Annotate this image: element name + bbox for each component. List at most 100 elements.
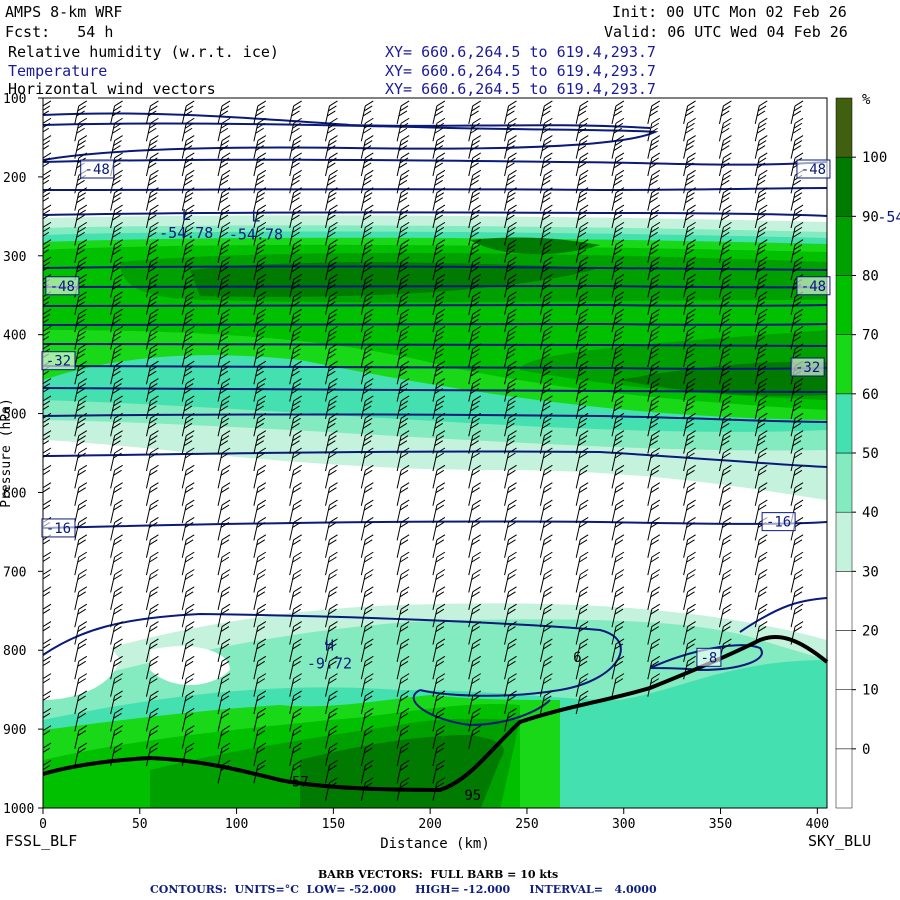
wind-barb-staff: [110, 661, 116, 680]
wind-barb-flag: [723, 395, 732, 402]
wind-barb-staff: [754, 626, 760, 645]
wind-barb-flag: [793, 539, 803, 546]
wind-barb-flag: [399, 452, 409, 459]
wind-barb-flag: [78, 326, 88, 332]
wind-barb-staff: [683, 157, 689, 177]
wind-barb-staff: [43, 314, 44, 317]
wind-barb-flag: [649, 422, 658, 429]
wind-barb-flag: [543, 626, 552, 632]
field-name-rh: Relative humidity (w.r.t. ice): [8, 43, 279, 61]
wind-barb-staff: [145, 383, 151, 402]
wind-barb-flag: [686, 504, 695, 511]
wind-barb-flag: [685, 197, 694, 204]
wind-barb-staff: [611, 209, 617, 229]
wind-barb-flag: [113, 678, 122, 685]
wind-barb-flag: [363, 643, 373, 650]
wind-barb-flag: [758, 169, 768, 176]
wind-barb-flag: [615, 274, 625, 280]
wind-barb-flag: [507, 626, 516, 632]
wind-barb-staff: [754, 452, 760, 472]
wind-barb-staff: [611, 279, 617, 298]
wind-barb-flag: [793, 105, 803, 112]
wind-barb-flag: [686, 383, 695, 390]
wind-barb-flag: [471, 279, 480, 285]
wind-barb-flag: [792, 301, 802, 308]
wind-barb-flag: [112, 336, 121, 342]
wind-barb-flag: [327, 370, 336, 377]
wind-barb-flag: [578, 383, 588, 390]
wind-barb-flag: [293, 256, 302, 263]
wind-barb-flag: [257, 447, 267, 454]
wind-barb-staff: [145, 487, 151, 506]
wind-barb-flag: [544, 256, 553, 263]
wind-barb-flag: [686, 608, 695, 615]
wind-barb-flag: [114, 655, 123, 662]
wind-barb-staff: [145, 435, 151, 454]
wind-barb-flag: [578, 348, 588, 355]
wind-barb-flag: [221, 169, 231, 176]
wind-barb-flag: [613, 162, 623, 169]
wind-barb-flag: [794, 135, 804, 142]
wind-barb-staff: [468, 522, 474, 541]
wind-barb-flag: [578, 122, 588, 129]
wind-barb-flag: [365, 569, 374, 575]
wind-barb-flag: [757, 140, 767, 147]
wind-barb-flag: [578, 660, 588, 667]
wind-barb-flag: [758, 412, 768, 419]
wind-barb-staff: [360, 747, 366, 767]
wind-barb-flag: [722, 487, 731, 494]
wind-barb-staff: [325, 678, 330, 697]
wind-barb-flag: [219, 336, 229, 342]
wind-barb-flag: [435, 296, 445, 303]
wind-barb-flag: [687, 638, 696, 645]
extremum-value: -9.72: [307, 655, 352, 673]
wind-barb-staff: [289, 661, 295, 680]
wind-barb-staff: [253, 175, 259, 194]
wind-barb-staff: [325, 366, 330, 385]
wind-barb-flag: [257, 430, 267, 437]
wind-barb-flag: [508, 482, 517, 489]
wind-barb-flag: [292, 556, 301, 563]
wind-barb-flag: [220, 105, 230, 112]
wind-barb-flag: [435, 157, 445, 164]
wind-barb-flag: [685, 440, 694, 447]
wind-barb-flag: [650, 591, 659, 598]
wind-barb-flag: [472, 395, 482, 402]
wind-barb-staff: [360, 175, 366, 194]
wind-barb-flag: [506, 440, 515, 447]
wind-barb-flag: [615, 395, 625, 402]
wind-barb-staff: [145, 678, 151, 697]
wind-barb-flag: [257, 603, 267, 610]
wind-barb-staff: [468, 626, 474, 645]
wind-barb-flag: [650, 400, 659, 407]
wind-barb-staff: [504, 331, 510, 350]
wind-barb-flag: [150, 169, 159, 176]
wind-barb-flag: [757, 365, 767, 372]
wind-barb-flag: [112, 110, 121, 117]
wind-barb-staff: [683, 314, 689, 333]
wind-barb-flag: [147, 370, 157, 377]
wind-barb-flag: [649, 249, 658, 256]
wind-barb-flag: [149, 643, 158, 650]
wind-barb-flag: [615, 569, 625, 575]
wind-barb-flag: [686, 279, 695, 285]
wind-barb-flag: [399, 435, 409, 442]
wind-barb-flag: [720, 231, 730, 238]
wind-barb-staff: [145, 713, 151, 732]
wind-barb-staff: [432, 123, 438, 142]
wind-barb-flag: [756, 197, 766, 204]
wind-barb-staff: [253, 609, 259, 628]
wind-barb-flag: [435, 608, 445, 615]
wind-barb-staff: [575, 105, 581, 124]
wind-barb-flag: [329, 326, 338, 332]
wind-barb-flag: [291, 127, 300, 134]
wind-barb-staff: [647, 574, 653, 593]
wind-barb-staff: [718, 331, 724, 350]
wind-barb-flag: [615, 551, 625, 558]
wind-barb-flag: [792, 249, 802, 256]
wind-barb-flag: [327, 231, 336, 238]
wind-barb-flag: [293, 707, 302, 714]
wind-barb-flag: [577, 197, 587, 204]
wind-barb-staff: [253, 470, 259, 489]
